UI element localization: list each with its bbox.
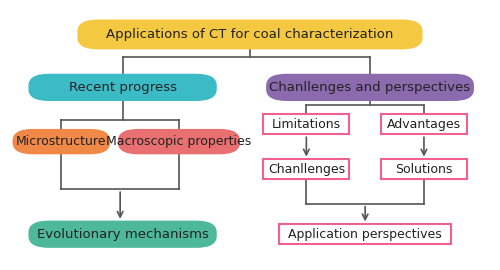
FancyBboxPatch shape (264, 114, 349, 134)
FancyBboxPatch shape (119, 130, 239, 153)
Text: Recent progress: Recent progress (68, 81, 176, 94)
FancyBboxPatch shape (267, 75, 473, 100)
Text: Macroscopic properties: Macroscopic properties (106, 135, 252, 148)
FancyBboxPatch shape (381, 114, 467, 134)
FancyBboxPatch shape (30, 75, 216, 100)
Text: Advantages: Advantages (387, 118, 461, 131)
Text: Chanllenges: Chanllenges (268, 163, 345, 176)
FancyBboxPatch shape (264, 160, 349, 179)
Text: Chanllenges and perspectives: Chanllenges and perspectives (270, 81, 470, 94)
FancyBboxPatch shape (381, 160, 467, 179)
FancyBboxPatch shape (78, 21, 422, 48)
FancyBboxPatch shape (280, 224, 451, 244)
FancyBboxPatch shape (30, 222, 216, 247)
Text: Applications of CT for coal characterization: Applications of CT for coal characteriza… (106, 28, 394, 41)
Text: Limitations: Limitations (272, 118, 341, 131)
Text: Evolutionary mechanisms: Evolutionary mechanisms (36, 228, 208, 241)
Text: Application perspectives: Application perspectives (288, 228, 442, 241)
Text: Solutions: Solutions (396, 163, 452, 176)
FancyBboxPatch shape (14, 130, 109, 153)
Text: Microstructure: Microstructure (16, 135, 106, 148)
